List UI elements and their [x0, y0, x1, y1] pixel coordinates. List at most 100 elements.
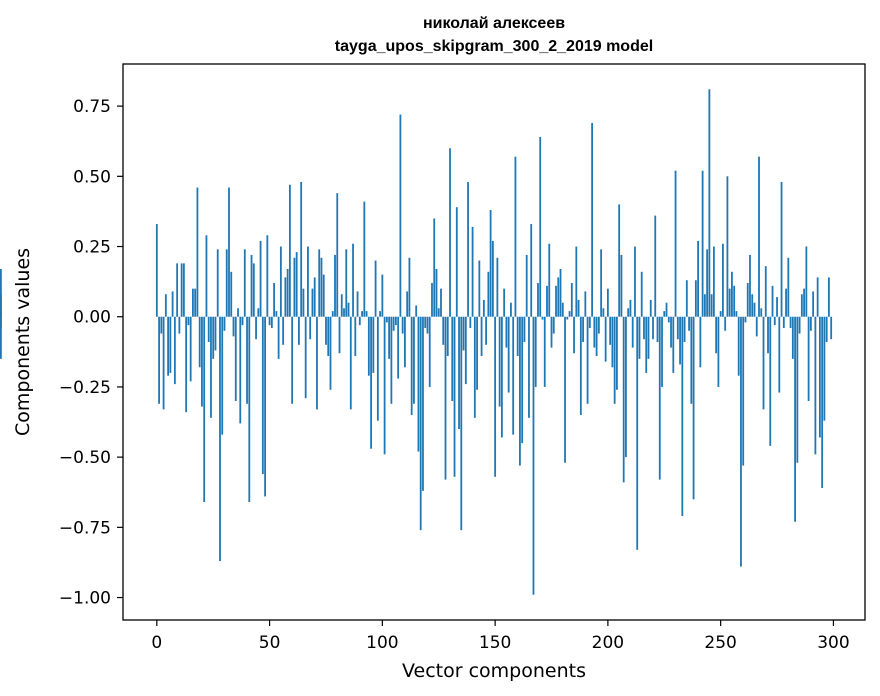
bar — [512, 316, 515, 435]
bar — [597, 316, 600, 334]
bar — [223, 316, 226, 331]
bar — [158, 316, 160, 404]
bar — [701, 170, 704, 317]
x-tick-label: 50 — [259, 633, 281, 653]
bar — [780, 181, 783, 317]
bar — [588, 316, 591, 328]
bar — [537, 283, 539, 317]
bar — [462, 316, 465, 351]
bar — [230, 271, 233, 317]
bar — [221, 316, 224, 435]
bar — [561, 302, 564, 317]
bar — [164, 294, 167, 317]
bar — [338, 316, 341, 354]
plot-frame — [122, 63, 866, 621]
bar — [358, 316, 361, 326]
y-tick-label: 0.00 — [73, 308, 111, 328]
bar — [189, 316, 192, 382]
bar — [818, 316, 821, 438]
bar — [550, 316, 553, 348]
bar — [295, 252, 298, 317]
bar — [397, 316, 400, 379]
bar — [279, 246, 282, 317]
bar — [807, 316, 810, 401]
bar — [261, 316, 264, 474]
bar — [735, 311, 738, 317]
bar — [325, 316, 327, 345]
bar — [631, 316, 634, 348]
bar — [178, 316, 181, 334]
bar — [155, 224, 158, 317]
bar — [234, 316, 237, 401]
bar — [455, 207, 458, 317]
bar — [417, 316, 420, 452]
bar — [751, 294, 754, 317]
bar — [773, 316, 776, 326]
bar — [442, 316, 445, 345]
bar — [654, 215, 657, 317]
bar — [248, 316, 251, 503]
bar — [555, 285, 557, 317]
bar — [444, 316, 447, 480]
bar — [776, 297, 778, 317]
bar — [404, 316, 406, 368]
bar — [304, 316, 307, 399]
bar — [611, 316, 614, 368]
bar — [606, 288, 609, 317]
bar — [467, 181, 469, 317]
x-axis: 0 50 100 150 200 250 300 — [151, 620, 850, 653]
bar — [683, 316, 686, 342]
bar — [694, 280, 697, 317]
bar — [361, 311, 363, 317]
bar — [568, 311, 571, 317]
bar — [726, 176, 729, 317]
bar — [318, 249, 321, 317]
bar — [825, 316, 828, 342]
bar — [313, 277, 316, 317]
bar — [771, 285, 774, 317]
bar — [758, 156, 760, 317]
bar — [627, 308, 630, 317]
bar — [185, 316, 188, 413]
bar — [805, 246, 808, 317]
bar — [722, 243, 724, 317]
bar — [740, 316, 742, 567]
bar — [753, 302, 756, 317]
bar — [252, 263, 255, 317]
bar — [816, 277, 819, 317]
bar — [460, 316, 463, 531]
bar — [661, 316, 663, 387]
bar — [451, 316, 454, 401]
bar — [800, 294, 803, 317]
bar — [160, 316, 163, 334]
bar — [176, 263, 179, 317]
bar — [334, 254, 336, 317]
bar — [521, 316, 524, 444]
bar — [755, 316, 758, 337]
bar — [672, 316, 675, 373]
y-tick-label: −0.50 — [59, 448, 111, 468]
bar — [785, 288, 787, 317]
bar — [591, 122, 593, 317]
bar — [681, 316, 684, 517]
bar — [582, 316, 584, 342]
bar — [458, 316, 460, 430]
bar — [697, 240, 699, 317]
bar — [476, 316, 478, 390]
bar — [446, 316, 449, 357]
bar — [424, 316, 427, 328]
bar — [415, 305, 418, 317]
bar — [823, 316, 826, 421]
bars-group — [0, 89, 833, 595]
bar — [352, 243, 354, 317]
bar — [494, 316, 497, 477]
bar — [634, 246, 636, 317]
bar — [201, 316, 203, 407]
y-tick-label: −1.00 — [59, 589, 111, 609]
bar — [419, 316, 422, 531]
bar — [728, 288, 731, 317]
bar — [401, 316, 404, 334]
bar — [239, 316, 242, 424]
bar — [769, 316, 772, 446]
bar — [356, 291, 359, 317]
